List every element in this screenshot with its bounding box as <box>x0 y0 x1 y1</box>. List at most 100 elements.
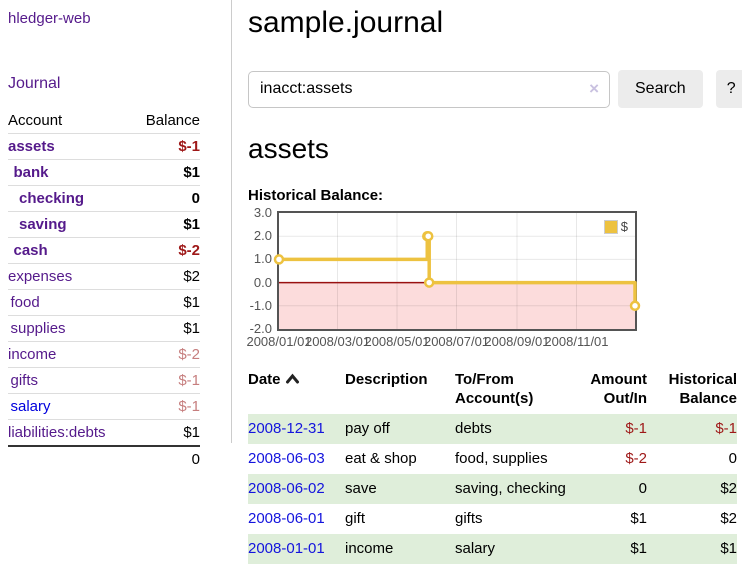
register-date-cell: 2008-06-02 <box>248 474 345 504</box>
accounts-col-account: Account <box>8 112 63 129</box>
y-axis-label: -1.0 <box>249 297 272 313</box>
chart-legend: $ <box>601 218 630 235</box>
register-col-account: To/From Account(s) <box>455 371 534 407</box>
search-input-wrap: × <box>248 70 610 108</box>
sidebar-account-link[interactable]: supplies <box>10 320 66 337</box>
register-description-cell: save <box>345 480 377 497</box>
y-axis-label: 0.0 <box>253 274 272 290</box>
y-axis-label: 2.0 <box>253 228 272 244</box>
sidebar-account-cell: income <box>8 341 132 368</box>
accounts-total-spacer <box>8 445 132 472</box>
register-col-date[interactable]: Date <box>248 368 345 414</box>
sidebar-account-cell: assets <box>8 133 132 160</box>
chart-plot-area: $ <box>273 211 641 331</box>
help-button[interactable]: ? <box>715 70 742 108</box>
register-date-cell: 2008-06-03 <box>248 444 345 474</box>
sidebar-account-row: gifts $-1 <box>8 367 200 394</box>
sidebar-account-link[interactable]: food <box>10 294 40 311</box>
data-point-marker <box>423 277 435 288</box>
register-row: 2008-12-31 pay off debts $-1 $-1 <box>248 414 737 444</box>
sidebar-account-balance: $1 <box>131 289 200 316</box>
register-col-balance: Historical Balance <box>668 371 737 407</box>
sidebar-account-link[interactable]: expenses <box>8 268 73 285</box>
legend-label: $ <box>620 219 628 234</box>
x-axis-label: 2008/07/01 <box>423 334 490 349</box>
app-layout: hledger-web Journal Account Balance asse… <box>8 0 742 564</box>
sidebar-account-link[interactable]: cash <box>13 242 48 259</box>
search-input[interactable] <box>248 70 610 108</box>
main-content: sample.journal × Search ? assets Histori… <box>232 0 742 564</box>
sidebar-account-link[interactable]: liabilities:debts <box>8 424 106 441</box>
sidebar-account-link[interactable]: saving <box>19 216 67 233</box>
x-axis-label: 2008/05/01 <box>364 334 430 349</box>
sidebar-account-cell: expenses <box>8 263 132 290</box>
register-amount-cell: $1 <box>630 510 647 527</box>
page-title: sample.journal <box>248 6 444 39</box>
sidebar-account-cell: salary <box>8 393 132 420</box>
sidebar-account-cell: food <box>8 289 132 316</box>
accounts-total-value: 0 <box>131 445 200 472</box>
register-date-link[interactable]: 2008-12-31 <box>248 420 325 437</box>
accounts-table: Account Balance assets $-1 bank $1 checking 0… <box>8 108 200 472</box>
register-description-cell: income <box>345 540 394 557</box>
sidebar-account-balance: 0 <box>131 185 200 212</box>
register-table: Date Description To/From Account(s) Amou… <box>248 368 737 564</box>
search-button[interactable]: Search <box>618 70 703 108</box>
sidebar-account-link[interactable]: bank <box>13 164 49 181</box>
sidebar-account-link[interactable]: income <box>8 346 57 363</box>
register-description-cell: gift <box>345 510 366 527</box>
search-form: × Search ? <box>248 70 742 108</box>
register-date-link[interactable]: 2008-06-03 <box>248 450 325 467</box>
sidebar-account-link[interactable]: checking <box>19 190 85 207</box>
x-axis-label: 2008/09/01 <box>484 334 550 349</box>
register-date-cell: 2008-06-01 <box>248 504 345 534</box>
sidebar-account-link[interactable]: salary <box>10 398 51 415</box>
register-row: 2008-06-01 gift gifts $1 $2 <box>248 504 737 534</box>
y-axis-label: -2.0 <box>249 321 272 336</box>
sidebar-account-row: checking 0 <box>8 185 200 212</box>
data-point-marker <box>273 254 285 265</box>
sidebar-account-row: cash $-2 <box>8 237 200 264</box>
chart-canvas <box>273 213 641 329</box>
legend-swatch <box>603 219 618 234</box>
register-amount-cell: 0 <box>638 480 647 497</box>
x-axis-label: 2008/03/01 <box>304 334 371 349</box>
register-description-cell: eat & shop <box>345 450 417 467</box>
sidebar-account-balance: $-1 <box>131 133 200 160</box>
sidebar-account-cell: liabilities:debts <box>8 419 132 446</box>
accounts-col-balance: Balance <box>145 112 200 129</box>
data-point-marker <box>629 300 641 312</box>
register-date-cell: 2008-01-01 <box>248 534 345 564</box>
sidebar-account-link[interactable]: gifts <box>10 372 39 389</box>
register-accounts-cell: salary <box>455 540 496 557</box>
account-heading: assets <box>248 133 329 164</box>
register-balance-cell: $2 <box>720 480 737 497</box>
sidebar-account-link[interactable]: assets <box>8 138 55 155</box>
register-balance-cell: $2 <box>720 510 737 527</box>
sidebar-account-row: salary $-1 <box>8 393 200 420</box>
register-date-link[interactable]: 2008-01-01 <box>248 540 325 557</box>
register-accounts-cell: food, supplies <box>455 450 548 467</box>
sidebar-account-cell: cash <box>8 237 132 264</box>
sidebar-account-cell: checking <box>8 185 132 212</box>
clear-search-icon[interactable]: × <box>589 78 599 98</box>
register-accounts-cell: gifts <box>455 510 483 527</box>
register-row: 2008-06-03 eat & shop food, supplies $-2 0 <box>248 444 737 474</box>
sidebar-account-balance: $-1 <box>131 367 200 394</box>
sidebar-account-balance: $1 <box>131 159 200 186</box>
register-date-link[interactable]: 2008-06-01 <box>248 510 325 527</box>
register-balance-cell: $1 <box>720 540 737 557</box>
register-date-cell: 2008-12-31 <box>248 414 345 444</box>
data-point-marker <box>422 230 434 242</box>
sidebar-account-row: income $-2 <box>8 341 200 368</box>
app-title-link[interactable]: hledger-web <box>8 10 91 27</box>
register-date-link[interactable]: 2008-06-02 <box>248 480 325 497</box>
sidebar-account-row: expenses $2 <box>8 263 200 290</box>
register-col-description: Description <box>345 371 428 388</box>
register-amount-cell: $1 <box>630 540 647 557</box>
register-accounts-cell: saving, checking <box>455 480 566 497</box>
sidebar-account-row: supplies $1 <box>8 315 200 342</box>
sidebar-item-journal[interactable]: Journal <box>8 75 61 92</box>
register-row: 2008-06-02 save saving, checking 0 $2 <box>248 474 737 504</box>
sidebar-account-row: liabilities:debts $1 <box>8 419 200 446</box>
